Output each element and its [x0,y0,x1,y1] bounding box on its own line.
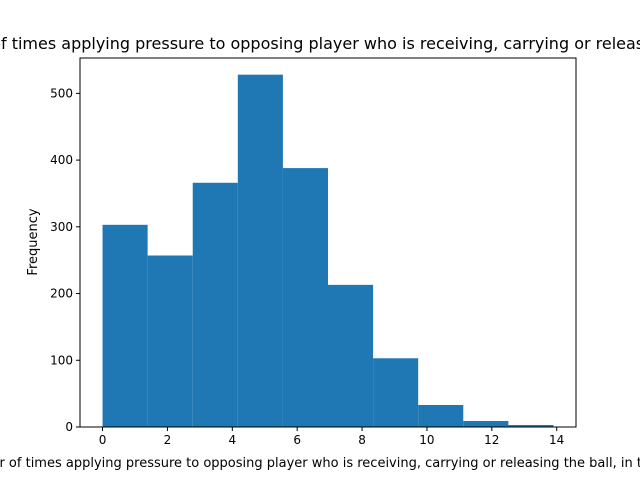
histogram-bar-3 [237,74,283,427]
x-tick-label: 4 [228,433,236,447]
x-axis-label: Number of times applying pressure to opp… [0,456,640,471]
y-tick-label: 200 [50,287,73,301]
x-tick-label: 10 [419,433,434,447]
histogram-bar-9 [508,424,554,427]
y-tick-label: 300 [50,220,73,234]
histogram-bar-7 [418,404,464,427]
histogram-bar-8 [463,420,509,427]
histogram-bar-1 [147,255,193,427]
histogram-bar-4 [282,168,328,427]
x-tick-label: 6 [293,433,301,447]
y-axis-label: Frequency [26,208,41,275]
x-tick-label: 14 [549,433,564,447]
x-tick-label: 0 [99,433,107,447]
y-tick-label: 400 [50,153,73,167]
histogram-bar-5 [328,284,374,427]
y-tick-label: 100 [50,353,73,367]
histogram-bar-2 [192,182,238,427]
x-tick-label: 12 [484,433,499,447]
plot-frame [79,57,577,428]
y-ticks-group: 0 100 200 300 400 500 [50,86,80,434]
x-tick-label: 2 [164,433,172,447]
y-tick-label: 0 [65,420,73,434]
x-tick-label: 8 [358,433,366,447]
histogram-bar-6 [373,358,419,427]
x-ticks-group: 0 2 4 6 8 10 12 14 [99,427,564,447]
bars-group [102,74,554,427]
chart-title: Number of times applying pressure to opp… [0,34,640,53]
histogram-bar-0 [102,224,148,427]
y-tick-label: 500 [50,86,73,100]
